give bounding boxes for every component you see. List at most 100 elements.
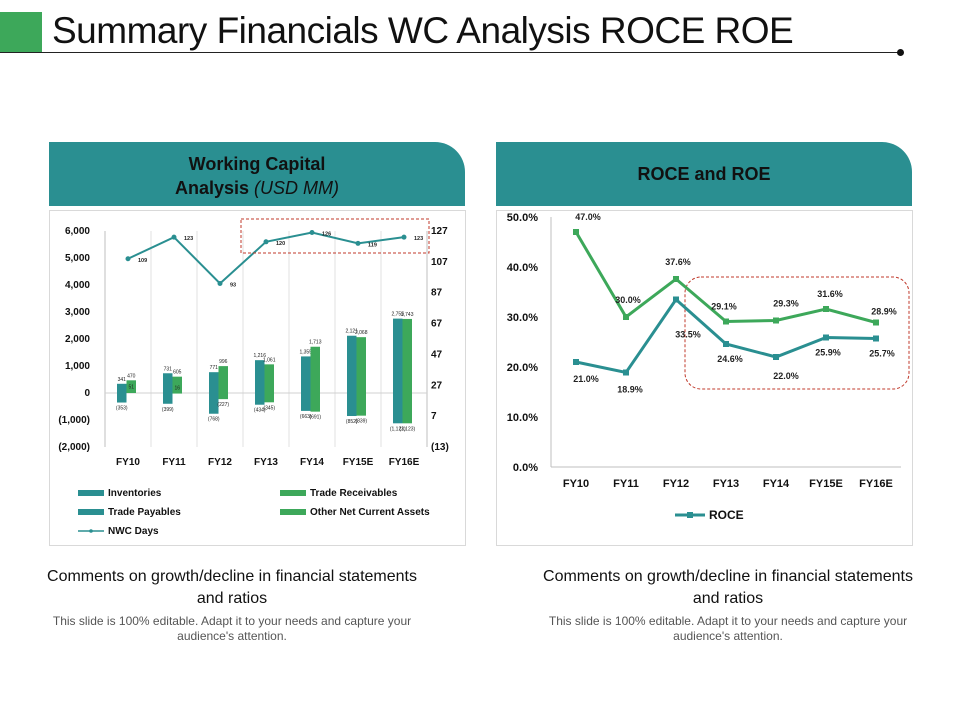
wc-bar-data-label: 996	[219, 359, 228, 365]
wc-x-tick-label: FY15E	[343, 457, 374, 468]
wc-bar-data-label: (1,123)	[399, 426, 415, 432]
wc-nwc-days-point	[171, 234, 177, 240]
comment-block-left: Comments on growth/decline in financial …	[42, 566, 422, 644]
working-capital-heading: Working Capital	[188, 154, 326, 174]
wc-bar-data-label: (839)	[355, 419, 367, 425]
wc-bar-trade-receivables	[356, 337, 366, 393]
wc-nwc-days-label: 93	[230, 282, 236, 288]
roce-y-tick-label: 20.0%	[507, 362, 538, 374]
wc-bar-trade-payables	[301, 393, 311, 411]
comment-body: This slide is 100% editable. Adapt it to…	[548, 614, 908, 643]
roce-roe-chart-frame: 50.0% 40.0% 30.0% 20.0% 10.0% 0.0% FY10 FY11 FY1…	[496, 210, 913, 546]
wc-bar-inventories	[301, 356, 311, 393]
wc-bar-data-label: (399)	[162, 407, 174, 413]
roce-y-tick-label: 30.0%	[507, 312, 538, 324]
wc-y-tick-label: 6,000	[65, 226, 90, 237]
roce-data-label-roce: 25.9%	[815, 348, 841, 358]
wc-bar-trade-payables	[393, 393, 403, 424]
roce-point-roe	[573, 229, 579, 235]
wc-bar-data-label: 2,755	[391, 312, 404, 318]
wc-x-tick-label: FY16E	[389, 457, 420, 468]
roce-data-label-roce: 24.6%	[717, 354, 743, 364]
wc-y2-tick-label: 87	[431, 288, 443, 299]
wc-bar-data-label: 771	[210, 365, 219, 371]
wc-legend-swatch	[78, 490, 104, 496]
wc-y-tick-label: 1,000	[65, 361, 90, 372]
roce-data-label-roce: 18.9%	[617, 385, 643, 395]
wc-y2-tick-label: 107	[431, 257, 448, 268]
wc-legend-swatch	[280, 490, 306, 496]
wc-nwc-days-label: 123	[414, 236, 423, 242]
wc-bar-trade-receivables	[310, 346, 320, 393]
working-capital-chart: 6,000 5,000 4,000 3,000 2,000 1,000 0 (1,000) (2…	[58, 218, 449, 537]
roce-x-tick-label: FY13	[713, 478, 739, 490]
wc-bar-other-net-current-assets	[126, 391, 136, 393]
roce-y-tick-label: 10.0%	[507, 412, 538, 424]
roce-data-label-roce: 33.5%	[675, 330, 701, 340]
wc-y2-tick-label: 7	[431, 411, 437, 422]
roce-data-label-roe: 28.9%	[871, 307, 897, 317]
wc-nwc-days-point	[401, 234, 407, 240]
roce-data-label-roce: 22.0%	[773, 371, 799, 381]
roce-point-roce	[823, 334, 829, 341]
wc-nwc-days-label: 123	[184, 236, 193, 242]
roce-point-roe	[673, 276, 679, 282]
wc-nwc-days-point	[355, 240, 361, 246]
wc-nwc-days-point	[263, 239, 269, 245]
wc-bar-inventories	[163, 373, 173, 393]
wc-bar-inventories	[255, 360, 265, 393]
wc-legend-marker	[89, 529, 93, 533]
roce-point-roe	[623, 314, 629, 320]
roce-point-roce	[773, 354, 779, 360]
wc-legend-swatch	[280, 509, 306, 515]
wc-y2-tick-label: 47	[431, 349, 443, 360]
wc-y2-tick-label: 67	[431, 319, 443, 330]
roce-point-roce	[873, 335, 879, 342]
working-capital-header: Working Capital Analysis (USD MM)	[49, 142, 465, 206]
roce-point-roe	[873, 319, 879, 326]
wc-bar-other-net-current-assets	[310, 393, 320, 412]
wc-bar-data-label: (691)	[309, 415, 321, 421]
wc-bar-data-label: 605	[173, 370, 182, 376]
wc-legend-label: Trade Receivables	[310, 488, 398, 499]
roce-x-tick-label: FY14	[763, 478, 790, 490]
wc-bar-data-label: (227)	[217, 402, 229, 408]
wc-legend-swatch	[78, 509, 104, 515]
wc-y2-tick-label: 127	[431, 226, 448, 237]
wc-bar-trade-receivables	[126, 380, 136, 393]
roce-y-tick-label: 0.0%	[513, 462, 538, 474]
roce-roe-heading: ROCE and ROE	[637, 164, 771, 184]
roce-x-tick-label: FY10	[563, 478, 589, 490]
roce-legend-marker	[687, 512, 693, 518]
wc-nwc-days-label: 109	[138, 258, 147, 264]
comment-block-right: Comments on growth/decline in financial …	[538, 566, 918, 644]
roce-point-roe	[723, 318, 729, 325]
wc-bar-data-label: 1,355	[299, 349, 312, 355]
wc-legend-label: NWC Days	[108, 526, 159, 537]
roce-legend-label: ROCE	[709, 508, 744, 522]
roce-data-label-roe: 29.3%	[773, 299, 799, 309]
wc-bar-data-label: (434)	[254, 408, 266, 414]
wc-bar-inventories	[209, 372, 219, 393]
wc-nwc-days-label: 120	[276, 241, 285, 247]
roce-data-label-roe: 37.6%	[665, 257, 691, 267]
wc-y2-tick-label: 27	[431, 380, 443, 391]
wc-bar-data-label: (1,123)	[390, 426, 406, 432]
wc-nwc-days-point	[309, 230, 315, 236]
working-capital-heading-unit: (USD MM)	[254, 178, 340, 198]
roce-x-tick-label: FY11	[613, 478, 639, 490]
roce-data-label-roe: 29.1%	[711, 302, 737, 312]
roce-point-roce	[573, 359, 579, 365]
wc-y-tick-label: (1,000)	[58, 415, 90, 426]
wc-x-tick-label: FY12	[208, 457, 232, 468]
wc-bar-data-label: 470	[127, 373, 136, 379]
wc-bar-other-net-current-assets	[402, 393, 412, 424]
wc-bar-inventories	[393, 318, 403, 393]
wc-bar-trade-payables	[163, 393, 173, 404]
page-title: Summary Financials WC Analysis ROCE ROE	[52, 10, 794, 51]
wc-bar-inventories	[117, 383, 127, 393]
wc-bar-data-label: (768)	[208, 417, 220, 423]
roce-roe-header: ROCE and ROE	[496, 142, 912, 206]
comment-body: This slide is 100% editable. Adapt it to…	[52, 614, 412, 643]
wc-bar-data-label: 2,121	[345, 329, 358, 335]
